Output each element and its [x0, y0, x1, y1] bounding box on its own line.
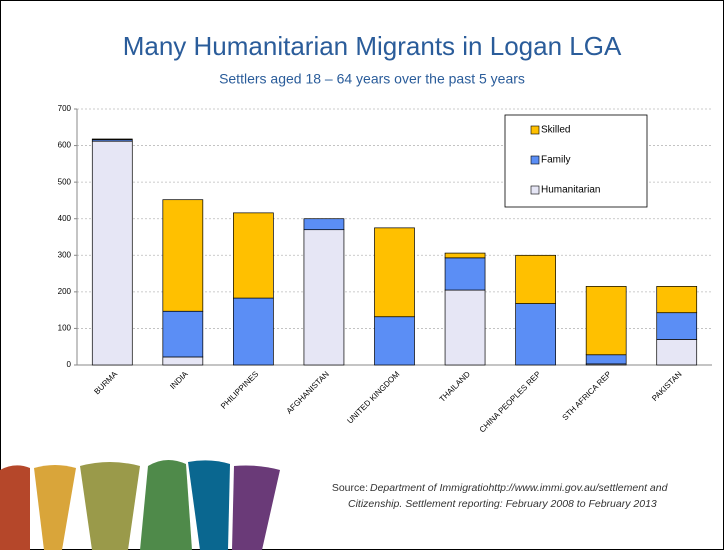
source-text: Department of Immigratiohttp://www.immi.… [370, 482, 669, 494]
bar-segment [91, 140, 133, 366]
bar-segment [162, 310, 204, 358]
subtitle: Settlers aged 18 – 64 years over the pas… [219, 71, 525, 87]
bar-segment [515, 303, 556, 366]
y-tick-label: 400 [58, 214, 72, 223]
y-tick-label: 100 [58, 324, 72, 333]
bar-segment [444, 257, 486, 291]
y-tick-label: 500 [58, 177, 72, 186]
legend-box [504, 114, 648, 208]
legend-swatch [530, 155, 540, 165]
bar-segment [162, 199, 204, 312]
deco-shape [80, 462, 140, 550]
deco-shape [232, 465, 280, 550]
title: Many Humanitarian Migrants in Logan LGA [123, 31, 622, 61]
legend-swatch [530, 125, 540, 135]
decoration [0, 459, 280, 550]
bar-segment [233, 212, 274, 299]
bar-segment [656, 286, 698, 314]
bar-segment [585, 286, 627, 356]
bar-segment [515, 254, 556, 304]
bar-segment [233, 297, 274, 366]
y-tick-label: 700 [58, 104, 72, 113]
legend-label: Family [541, 155, 570, 166]
deco-shape [34, 465, 76, 550]
bar-segment [91, 138, 133, 141]
y-tick-label: 200 [58, 287, 72, 296]
bar-segment [585, 354, 627, 365]
bar-segment [444, 289, 486, 366]
bar-segment [444, 252, 486, 259]
bar-segment [374, 227, 415, 318]
bar-segment [303, 229, 345, 366]
y-tick-label: 0 [67, 360, 72, 369]
bar-segment [656, 339, 698, 366]
deco-shape [188, 460, 230, 550]
deco-shape [140, 459, 192, 550]
legend-label: Skilled [541, 125, 570, 136]
source-text: Citizenship. Settlement reporting: Febru… [348, 498, 657, 510]
legend-swatch [530, 185, 540, 195]
bar-segment [656, 312, 698, 340]
bar-segment [374, 316, 415, 366]
bar-segment [162, 356, 204, 366]
y-tick-label: 300 [58, 250, 72, 259]
y-tick-label: 600 [58, 141, 72, 150]
deco-shape [0, 465, 30, 550]
bar-segment [303, 218, 345, 231]
source-label: Source: [332, 482, 368, 494]
legend-label: Humanitarian [541, 185, 600, 196]
